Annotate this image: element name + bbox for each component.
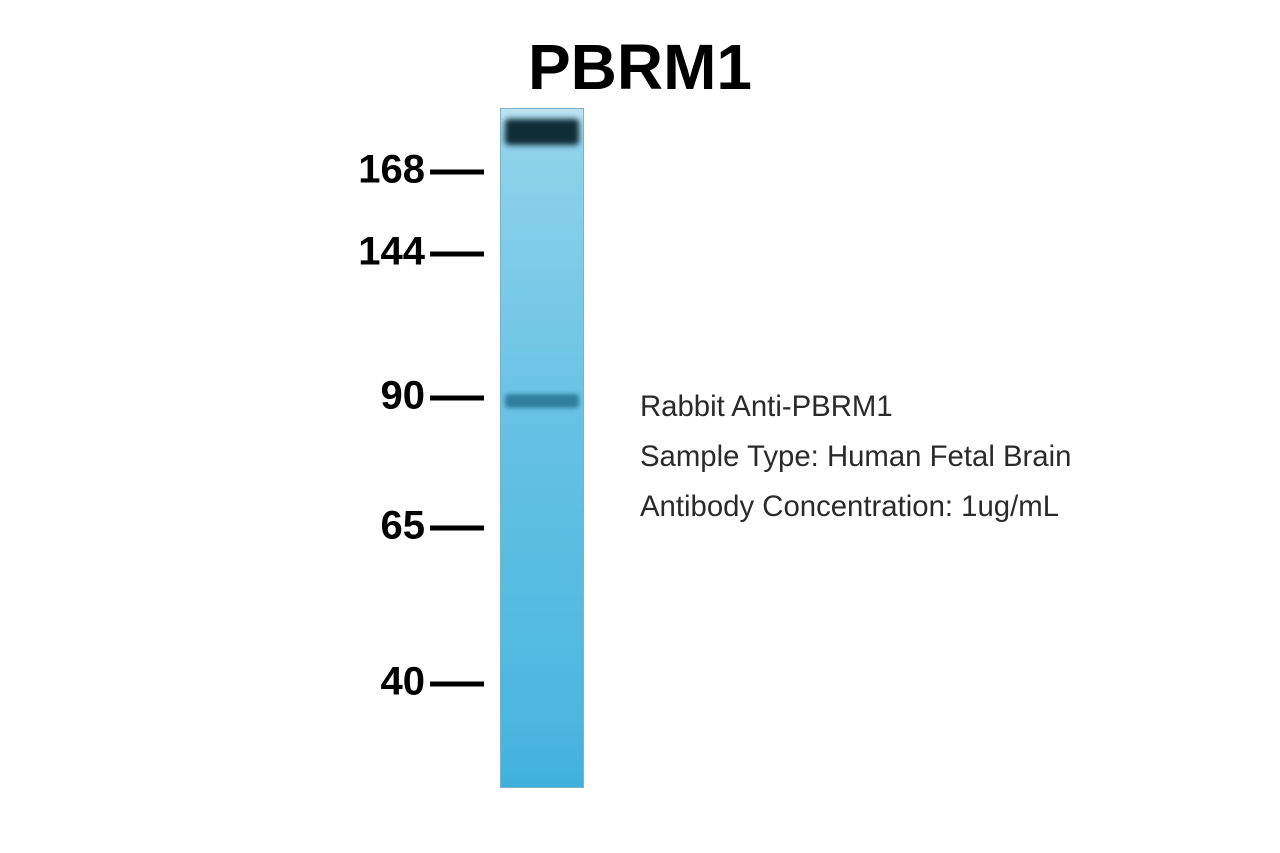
description-line: Sample Type: Human Fetal Brain: [640, 440, 1071, 474]
blot-band: [505, 119, 579, 145]
figure-title-text: PBRM1: [528, 31, 752, 103]
mw-marker-tick: [430, 170, 484, 175]
lane-background: [501, 109, 583, 787]
western-blot-lane: [500, 108, 584, 788]
mw-marker-label: 40: [0, 659, 425, 704]
mw-marker-tick: [430, 396, 484, 401]
description-line: Antibody Concentration: 1ug/mL: [640, 490, 1059, 524]
mw-marker-label: 168: [0, 147, 425, 192]
mw-marker-label: 90: [0, 373, 425, 418]
mw-marker: 168: [0, 142, 484, 202]
mw-marker: 144: [0, 224, 484, 284]
figure-title: PBRM1: [0, 30, 1280, 104]
figure-canvas: PBRM1 168 144 90 65 40 Rabbit Anti-PBRM1 Samp…: [0, 0, 1280, 853]
description-line: Rabbit Anti-PBRM1: [640, 390, 893, 424]
mw-marker: 90: [0, 368, 484, 428]
mw-marker-tick: [430, 526, 484, 531]
mw-marker-tick: [430, 682, 484, 687]
mw-marker: 40: [0, 654, 484, 714]
mw-marker-tick: [430, 252, 484, 257]
mw-marker-label: 144: [0, 229, 425, 274]
mw-marker: 65: [0, 498, 484, 558]
mw-marker-label: 65: [0, 503, 425, 548]
blot-band: [505, 394, 579, 408]
